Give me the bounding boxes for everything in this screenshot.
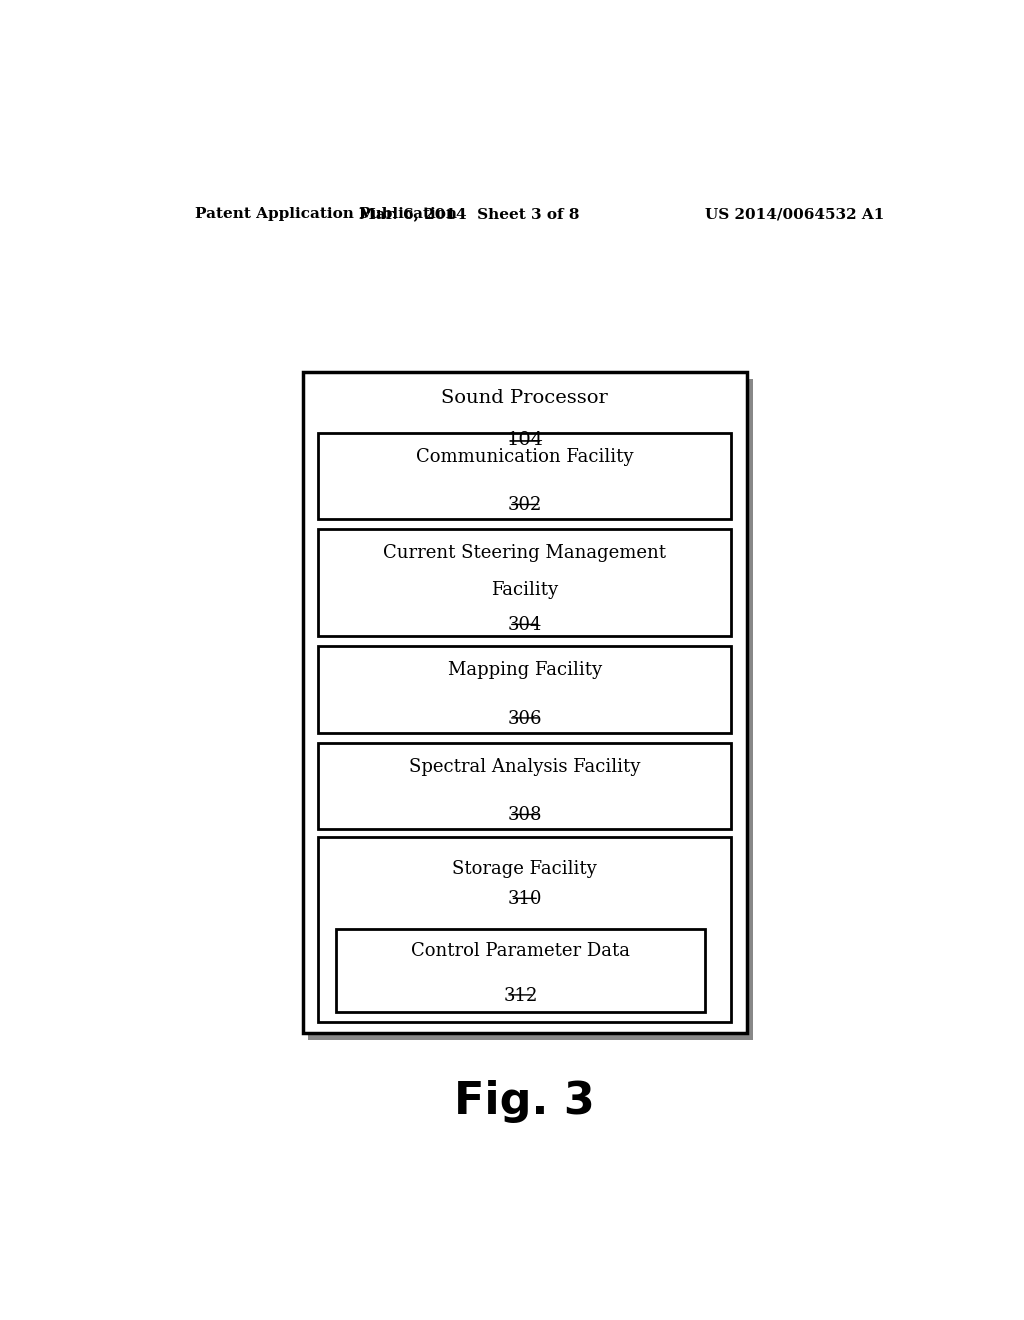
Text: Fig. 3: Fig. 3	[455, 1080, 595, 1123]
FancyBboxPatch shape	[324, 652, 736, 739]
Text: US 2014/0064532 A1: US 2014/0064532 A1	[705, 207, 885, 222]
Text: Patent Application Publication: Patent Application Publication	[196, 207, 458, 222]
FancyBboxPatch shape	[336, 929, 705, 1012]
FancyBboxPatch shape	[341, 935, 710, 1018]
Text: Spectral Analysis Facility: Spectral Analysis Facility	[410, 758, 640, 776]
Text: 308: 308	[508, 807, 542, 825]
Text: Facility: Facility	[492, 581, 558, 599]
Text: 310: 310	[508, 890, 542, 908]
FancyBboxPatch shape	[318, 433, 731, 519]
Text: 306: 306	[508, 710, 542, 727]
Text: Control Parameter Data: Control Parameter Data	[411, 942, 630, 961]
Text: Mapping Facility: Mapping Facility	[447, 661, 602, 680]
Text: 104: 104	[506, 430, 544, 449]
FancyBboxPatch shape	[324, 536, 736, 643]
Text: 304: 304	[508, 616, 542, 635]
Text: Communication Facility: Communication Facility	[416, 447, 634, 466]
FancyBboxPatch shape	[324, 843, 736, 1028]
FancyBboxPatch shape	[303, 372, 748, 1032]
FancyBboxPatch shape	[318, 837, 731, 1022]
Text: 302: 302	[508, 496, 542, 515]
FancyBboxPatch shape	[308, 379, 753, 1040]
Text: Current Steering Management: Current Steering Management	[383, 544, 667, 562]
FancyBboxPatch shape	[324, 440, 736, 525]
FancyBboxPatch shape	[318, 647, 731, 733]
FancyBboxPatch shape	[318, 743, 731, 829]
FancyBboxPatch shape	[318, 529, 731, 636]
Text: Sound Processor: Sound Processor	[441, 389, 608, 408]
Text: 312: 312	[503, 987, 538, 1005]
FancyBboxPatch shape	[324, 748, 736, 836]
Text: Mar. 6, 2014  Sheet 3 of 8: Mar. 6, 2014 Sheet 3 of 8	[359, 207, 580, 222]
Text: Storage Facility: Storage Facility	[453, 859, 597, 878]
